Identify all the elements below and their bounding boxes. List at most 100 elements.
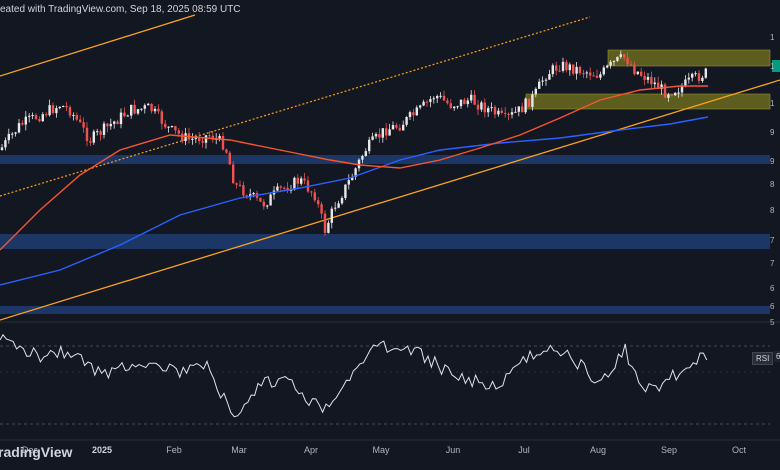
candle-body — [602, 67, 605, 75]
candle-body — [119, 112, 123, 125]
candle-body — [126, 115, 129, 117]
candle-body — [38, 119, 41, 122]
candle-body — [388, 129, 391, 136]
resistance-zone — [607, 49, 771, 67]
candle-body — [510, 112, 514, 115]
candle-body — [204, 135, 208, 143]
candle-body — [177, 130, 180, 134]
candle-body — [201, 141, 204, 143]
price-axis-tick: 6 — [770, 302, 775, 311]
channel-upper-trendline — [0, 14, 196, 77]
price-axis-tick: 1 — [770, 33, 775, 42]
candle-body — [653, 82, 656, 85]
candle-body — [629, 64, 633, 66]
candle-body — [623, 54, 626, 58]
price-axis-tick: 8 — [770, 206, 775, 215]
candle-body — [340, 197, 344, 204]
candle-body — [687, 77, 690, 80]
moving-average-slow-line — [0, 116, 709, 286]
candle-body — [449, 103, 452, 109]
candle-body — [466, 100, 469, 105]
candle-body — [541, 80, 544, 82]
candle-body — [429, 99, 432, 102]
candle-body — [232, 164, 235, 184]
candle-body — [364, 151, 367, 157]
candle-body — [561, 61, 565, 71]
candle-body — [174, 125, 177, 131]
candle-body — [432, 98, 435, 100]
candle-body — [657, 82, 660, 90]
candle-body — [262, 201, 265, 207]
candle-body — [480, 102, 483, 110]
candle-body — [402, 124, 405, 131]
candle-body — [109, 123, 112, 127]
candle-body — [300, 178, 303, 184]
x-axis-label: Jun — [445, 445, 461, 455]
candle-body — [640, 71, 643, 76]
candle-body — [439, 95, 442, 97]
current-price-tag — [772, 60, 780, 72]
candle-body — [85, 127, 89, 142]
candle-body — [102, 123, 106, 135]
candle-body — [405, 116, 408, 125]
candle-body — [616, 56, 619, 61]
candle-body — [650, 76, 653, 85]
candle-body — [0, 147, 4, 150]
candle-body — [619, 54, 622, 57]
candle-body — [113, 121, 116, 124]
candle-body — [303, 178, 306, 181]
candle-body — [14, 132, 17, 134]
candle-body — [415, 107, 418, 116]
candle-body — [357, 159, 361, 169]
candle-body — [136, 109, 140, 114]
candle-body — [636, 71, 639, 75]
candle-body — [317, 200, 320, 205]
price-axis-tick: 9 — [770, 157, 775, 166]
price-axis-tick: 9 — [770, 128, 775, 137]
candle-body — [99, 131, 102, 135]
x-axis-label: Aug — [589, 445, 607, 455]
candle-body — [453, 106, 456, 109]
candle-body — [130, 104, 133, 116]
candle-body — [612, 60, 616, 62]
candle-body — [395, 125, 398, 128]
candle-body — [228, 152, 231, 165]
channel-dotted-trendline — [0, 16, 591, 197]
candle-body — [476, 104, 480, 110]
candle-body — [578, 66, 582, 74]
candle-body — [643, 75, 646, 80]
candle-body — [371, 136, 374, 140]
candle-body — [582, 73, 585, 75]
candle-body — [140, 108, 143, 110]
candle-body — [507, 113, 510, 115]
candle-body — [633, 64, 636, 75]
candle-body — [344, 184, 347, 198]
candle-body — [483, 102, 486, 113]
candle-body — [534, 88, 537, 95]
candle-body — [208, 135, 211, 137]
candle-body — [65, 106, 68, 108]
candle-body — [225, 149, 228, 153]
candle-body — [218, 136, 221, 139]
candle-body — [194, 137, 197, 139]
candle-body — [164, 123, 167, 128]
candle-body — [684, 79, 687, 87]
candle-body — [310, 191, 313, 193]
moving-average-fast-line — [0, 85, 708, 251]
candle-body — [592, 75, 595, 77]
candle-body — [446, 100, 449, 104]
candle-body — [184, 133, 187, 141]
candle-body — [606, 65, 609, 68]
candle-body — [58, 106, 61, 109]
candle-body — [68, 107, 72, 116]
candle-body — [235, 183, 238, 185]
candle-body — [259, 197, 262, 202]
candle-body — [701, 77, 704, 81]
candle-body — [313, 192, 316, 201]
candle-body — [599, 74, 602, 78]
candle-body — [704, 68, 707, 78]
candle-body — [191, 138, 194, 140]
candle-body — [368, 139, 371, 152]
candle-body — [62, 106, 65, 108]
